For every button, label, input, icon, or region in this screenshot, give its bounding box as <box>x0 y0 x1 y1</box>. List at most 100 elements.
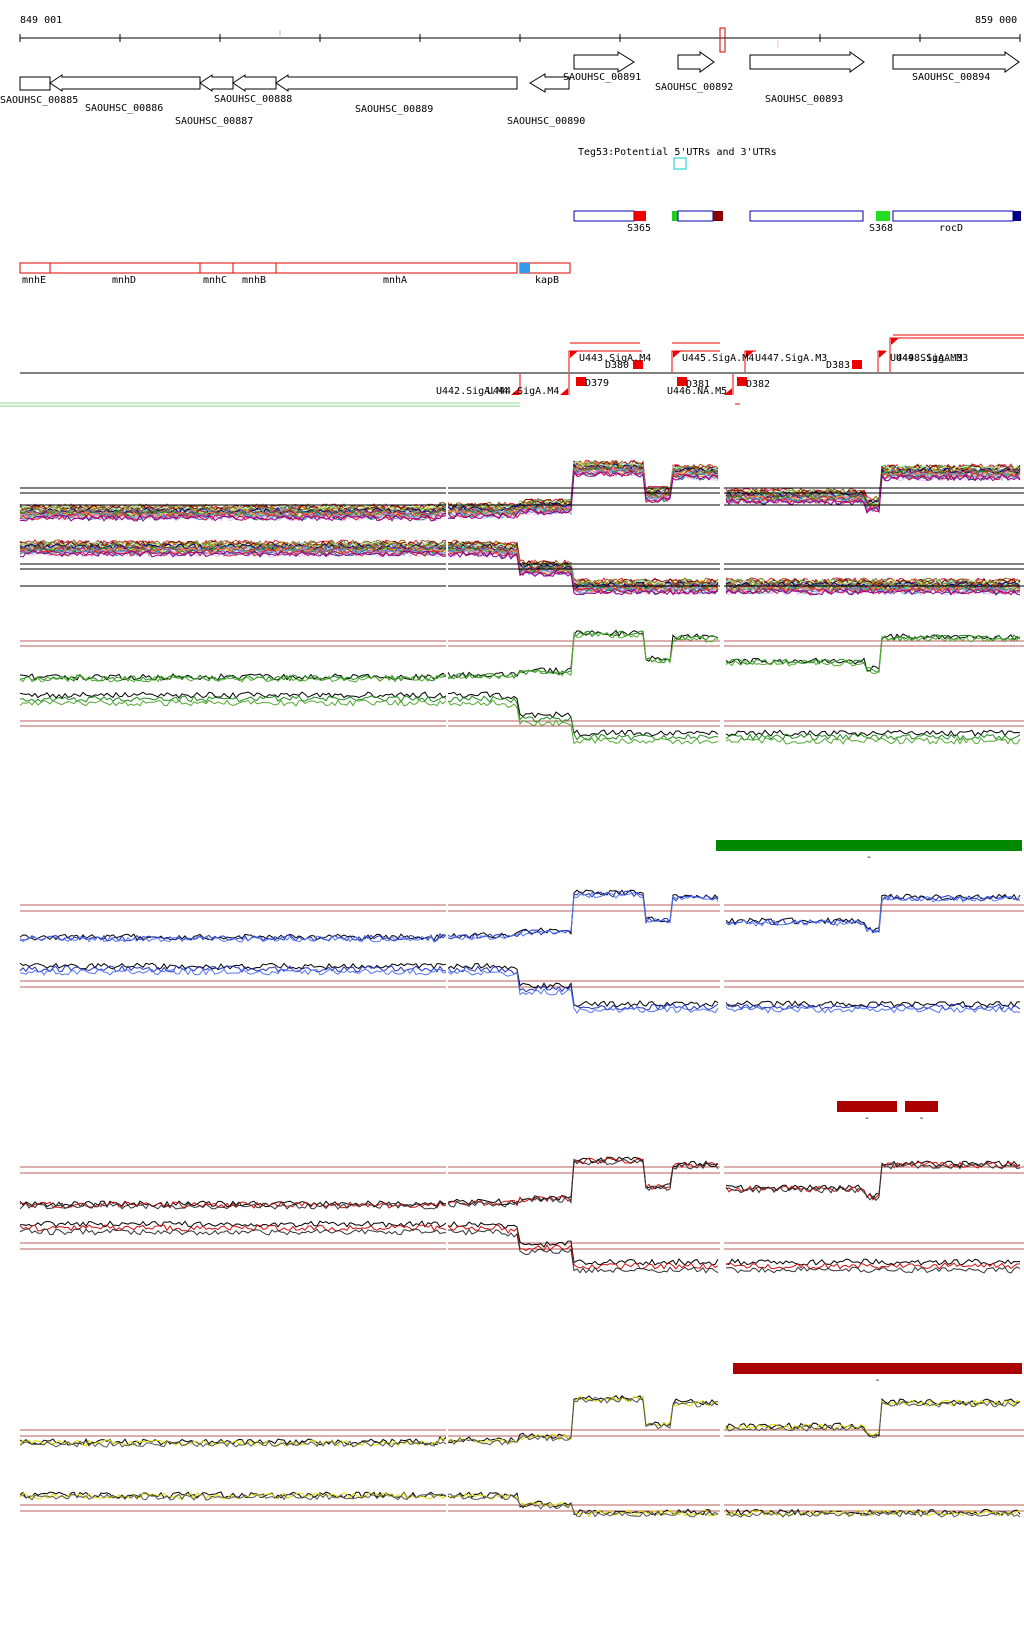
gene-arrow[interactable] <box>677 51 715 73</box>
signal-line <box>447 543 719 588</box>
gene-label: SAOUHSC_00885 <box>0 95 78 106</box>
panel-red: -- <box>19 1101 1024 1290</box>
srna-box[interactable] <box>892 210 1014 222</box>
signal-line <box>447 890 719 940</box>
gene-label: SAOUHSC_00887 <box>175 116 253 127</box>
tss-label: U446.NA.M5 <box>667 386 727 397</box>
condition-bar[interactable] <box>716 840 1022 851</box>
signal-line <box>447 550 719 596</box>
ruler-position-marker[interactable] <box>719 27 726 53</box>
tss-marker[interactable] <box>677 377 687 386</box>
signal-line <box>19 549 447 557</box>
tss-label: U445.SigA.M4 <box>682 353 754 364</box>
coord-start: 849 001 <box>20 15 62 26</box>
operon-box[interactable] <box>275 262 518 274</box>
signal-line <box>447 1224 719 1270</box>
tss-marker[interactable] <box>633 360 643 369</box>
signal-line <box>19 699 447 707</box>
srna-box[interactable] <box>573 210 635 222</box>
tss-label: U442.SigA.M4 <box>436 386 508 397</box>
gene-arrow[interactable] <box>275 74 518 92</box>
operon-marker <box>520 263 530 273</box>
gene-arrow[interactable] <box>749 51 865 73</box>
srna-marker[interactable] <box>713 211 723 221</box>
gene-arrow[interactable] <box>892 51 1020 73</box>
teg53-label: Teg53:Potential 5'UTRs and 3'UTRs <box>578 147 777 158</box>
tss-marker[interactable] <box>576 377 586 386</box>
condition-bar[interactable] <box>733 1363 1022 1374</box>
gene-arrow[interactable] <box>573 51 635 73</box>
signal-line <box>19 695 447 703</box>
gene-arrow[interactable] <box>19 76 51 91</box>
signal-line <box>725 635 1021 675</box>
signal-line <box>725 1161 1021 1201</box>
gene-arrow[interactable] <box>232 74 277 92</box>
signal-line <box>448 1228 719 1274</box>
operon-label: mnhC <box>203 275 227 286</box>
signal-line <box>19 510 447 519</box>
signal-line <box>725 633 1021 672</box>
operon-label: kapB <box>535 275 559 286</box>
signal-line <box>725 1003 1021 1011</box>
tss-marker[interactable] <box>852 360 862 369</box>
signal-line <box>725 586 1021 595</box>
gene-label: SAOUHSC_00886 <box>85 103 163 114</box>
teg53-feature[interactable] <box>673 157 687 170</box>
operon-box[interactable] <box>49 262 201 274</box>
signal-line <box>447 962 719 1008</box>
signal-line <box>447 1221 719 1266</box>
signal-line <box>19 965 447 973</box>
signal-line <box>19 1438 447 1447</box>
operon-box[interactable] <box>19 262 51 274</box>
signal-line <box>725 737 1021 745</box>
tss-marker[interactable] <box>737 377 747 386</box>
condition-bar[interactable] <box>837 1101 897 1112</box>
signal-line <box>447 891 719 941</box>
signal-line <box>19 504 447 512</box>
signal-line <box>447 629 719 679</box>
gene-arrow[interactable] <box>49 74 201 92</box>
srna-label: rocD <box>939 223 963 234</box>
signal-line <box>725 588 1021 596</box>
srna-marker[interactable] <box>634 211 646 221</box>
condition-bar-label: - <box>864 1113 870 1124</box>
signal-line <box>19 1200 447 1210</box>
signal-line <box>447 699 719 745</box>
srna-marker[interactable] <box>672 211 678 221</box>
signal-line <box>20 1220 447 1228</box>
signal-line <box>19 933 447 943</box>
operon-box[interactable] <box>232 262 277 274</box>
signal-line <box>447 1396 719 1446</box>
signal-line <box>447 631 719 680</box>
signal-line <box>447 1158 719 1208</box>
gene-label: SAOUHSC_00893 <box>765 94 843 105</box>
tss-track: U443.SigA.M4 D380 D379 U445.SigA.M4 U447… <box>0 334 1024 407</box>
tss-label: U448.SigA.M3 <box>896 353 968 364</box>
signal-line <box>447 470 719 520</box>
signal-line <box>448 695 719 741</box>
signal-line <box>447 1493 719 1518</box>
srna-marker[interactable] <box>1013 211 1021 221</box>
tss-label: U443.SigA.M4 <box>579 353 651 364</box>
expression-panels: -- -- <box>19 459 1024 1540</box>
signal-line <box>447 889 719 939</box>
panel-yellow: - <box>19 1363 1024 1540</box>
signal-line <box>725 471 1021 508</box>
srna-marker[interactable] <box>876 211 890 221</box>
signal-line <box>19 1436 447 1446</box>
operon-label: mnhD <box>112 275 136 286</box>
condition-bar[interactable] <box>905 1101 938 1112</box>
signal-line <box>725 729 1021 737</box>
srna-box[interactable] <box>677 210 714 222</box>
gene-arrow[interactable] <box>529 73 570 93</box>
tss-label: U447.SigA.M3 <box>755 353 827 364</box>
signal-line <box>725 895 1021 933</box>
signal-line <box>19 674 447 682</box>
gene-arrow[interactable] <box>199 74 234 92</box>
signal-line <box>19 691 447 699</box>
srna-box[interactable] <box>749 210 864 222</box>
signal-line <box>725 473 1021 513</box>
signal-line <box>19 546 447 554</box>
operon-box[interactable] <box>199 262 234 274</box>
